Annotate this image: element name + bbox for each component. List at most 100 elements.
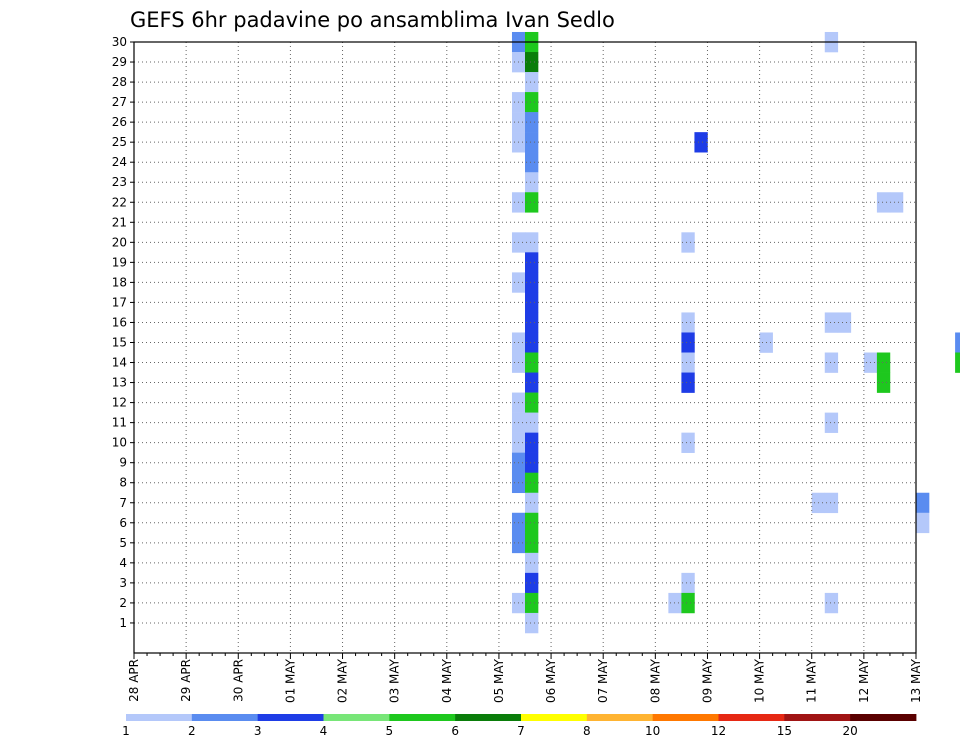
heatmap-cell — [525, 472, 539, 494]
y-tick-label: 28 — [112, 75, 127, 89]
heatmap-cell — [525, 572, 539, 594]
heatmap-cell — [525, 432, 539, 453]
y-tick-label: 18 — [112, 275, 127, 289]
colorbar-segment — [652, 714, 719, 721]
colorbar-segment — [191, 714, 259, 721]
colorbar-label: 15 — [777, 724, 792, 738]
heatmap-cell — [525, 172, 539, 193]
chart-title: GEFS 6hr padavine po ansamblima Ivan Sed… — [130, 8, 615, 32]
x-tick-label: 02 MAY — [336, 658, 350, 703]
x-tick-label: 07 MAY — [596, 658, 610, 703]
y-tick-label: 23 — [112, 175, 127, 189]
x-tick-label: 11 MAY — [805, 658, 819, 703]
heatmap-cell — [525, 132, 539, 153]
x-axis: 28 APR 29 APR 30 APR 01 MAY 02 MAY 03 MAY 04 M… — [127, 653, 923, 703]
heatmap-cell — [824, 492, 839, 514]
x-tick-label: 30 APR — [231, 659, 245, 702]
heatmap-cell — [525, 552, 539, 574]
heatmap-cell — [525, 512, 539, 534]
colorbar-segment — [455, 714, 522, 721]
heatmap-cell — [694, 132, 708, 153]
y-tick-label: 3 — [119, 576, 127, 590]
y-tick-label: 21 — [112, 215, 127, 229]
heatmap-cell — [876, 372, 891, 393]
heatmap-cell — [525, 452, 539, 473]
heatmap-cells — [511, 31, 960, 634]
heatmap-cell — [837, 312, 852, 333]
x-tick-label: 10 MAY — [753, 658, 767, 703]
heatmap-cell — [681, 332, 695, 353]
heatmap-cell — [824, 352, 839, 373]
y-tick-label: 29 — [112, 55, 127, 69]
colorbar: 1 2 3 4 5 6 7 8 10 12 15 20 — [122, 714, 917, 738]
heatmap-cell — [824, 312, 839, 333]
colorbar-segment — [521, 714, 588, 721]
x-tick-label: 08 MAY — [648, 658, 662, 703]
x-tick-label: 28 APR — [127, 659, 141, 702]
heatmap-cell — [955, 332, 960, 353]
x-tick-label: 01 MAY — [283, 658, 297, 703]
heatmap-cell — [525, 392, 539, 413]
heatmap-cell — [681, 232, 695, 253]
colorbar-label: 5 — [386, 724, 394, 738]
heatmap-cell — [525, 92, 539, 113]
colorbar-label: 20 — [843, 724, 858, 738]
heatmap-cell — [824, 592, 839, 614]
heatmap-cell — [681, 312, 695, 333]
y-tick-label: 20 — [112, 235, 127, 249]
heatmap-cell — [525, 152, 539, 173]
colorbar-label: 10 — [645, 724, 660, 738]
heatmap-cell — [525, 312, 539, 333]
heatmap-cell — [525, 352, 539, 373]
x-tick-label: 04 MAY — [440, 658, 454, 703]
heatmap-cell — [525, 232, 539, 253]
y-tick-label: 14 — [112, 356, 127, 370]
colorbar-segment — [586, 714, 654, 721]
y-tick-label: 11 — [112, 416, 127, 430]
y-tick-label: 26 — [112, 115, 127, 129]
heatmap-cell — [525, 492, 539, 514]
y-tick-label: 27 — [112, 95, 127, 109]
colorbar-label: 12 — [711, 724, 726, 738]
heatmap-cell — [525, 412, 539, 433]
colorbar-label: 1 — [122, 724, 130, 738]
x-tick-label: 09 MAY — [700, 658, 714, 703]
heatmap-cell — [525, 272, 539, 293]
heatmap-cell — [525, 52, 539, 73]
heatmap-cell — [525, 612, 539, 634]
y-tick-label: 15 — [112, 335, 127, 349]
y-tick-label: 13 — [112, 376, 127, 390]
heatmap-cell — [955, 352, 960, 373]
heatmap-cell — [916, 512, 930, 534]
colorbar-label: 6 — [451, 724, 459, 738]
y-tick-label: 17 — [112, 295, 127, 309]
heatmap-cell — [525, 112, 539, 133]
y-tick-label: 10 — [112, 436, 127, 450]
heatmap-cell — [525, 72, 539, 93]
colorbar-segment — [784, 714, 851, 721]
heatmap-cell — [681, 572, 695, 594]
colorbar-segment — [718, 714, 785, 721]
y-tick-label: 5 — [119, 536, 127, 550]
y-tick-label: 12 — [112, 396, 127, 410]
y-tick-label: 8 — [119, 476, 127, 490]
colorbar-segment — [126, 714, 193, 721]
colorbar-segment — [257, 714, 324, 721]
x-tick-label: 13 MAY — [909, 658, 923, 703]
y-tick-label: 7 — [119, 496, 127, 510]
heatmap-cell — [525, 292, 539, 313]
colorbar-label: 7 — [517, 724, 525, 738]
y-tick-label: 2 — [119, 596, 127, 610]
colorbar-segment — [389, 714, 456, 721]
heatmap-cell — [916, 492, 930, 514]
y-tick-label: 6 — [119, 516, 127, 530]
heatmap-cell — [525, 252, 539, 273]
x-tick-label: 12 MAY — [857, 658, 871, 703]
y-tick-label: 9 — [119, 456, 127, 470]
heatmap-cell — [824, 412, 839, 433]
colorbar-label: 4 — [320, 724, 328, 738]
colorbar-label: 8 — [583, 724, 591, 738]
colorbar-label: 2 — [188, 724, 196, 738]
y-tick-label: 22 — [112, 195, 127, 209]
